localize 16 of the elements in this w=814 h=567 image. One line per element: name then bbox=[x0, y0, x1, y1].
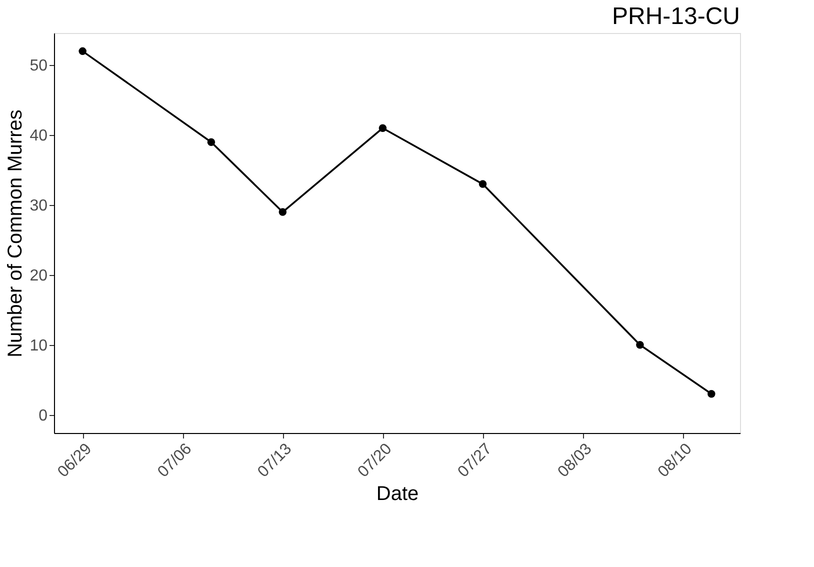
y-tick-label: 40 bbox=[30, 128, 48, 145]
point bbox=[278, 208, 287, 216]
point bbox=[708, 390, 716, 398]
y-tick-label: 30 bbox=[30, 198, 48, 215]
y-tick-label: 20 bbox=[30, 267, 48, 284]
y-tick-label: 50 bbox=[30, 58, 48, 75]
y-tick-label: 10 bbox=[30, 337, 48, 354]
y-tick-label: 0 bbox=[38, 407, 48, 424]
point bbox=[78, 47, 86, 56]
x-axis-title: Date bbox=[376, 483, 419, 506]
point bbox=[207, 138, 216, 146]
point bbox=[636, 341, 644, 349]
point bbox=[478, 180, 487, 188]
chart-title: PRH-13-CU bbox=[612, 3, 740, 30]
y-axis-title: Number of Common Murres bbox=[4, 110, 27, 358]
point bbox=[378, 124, 387, 132]
